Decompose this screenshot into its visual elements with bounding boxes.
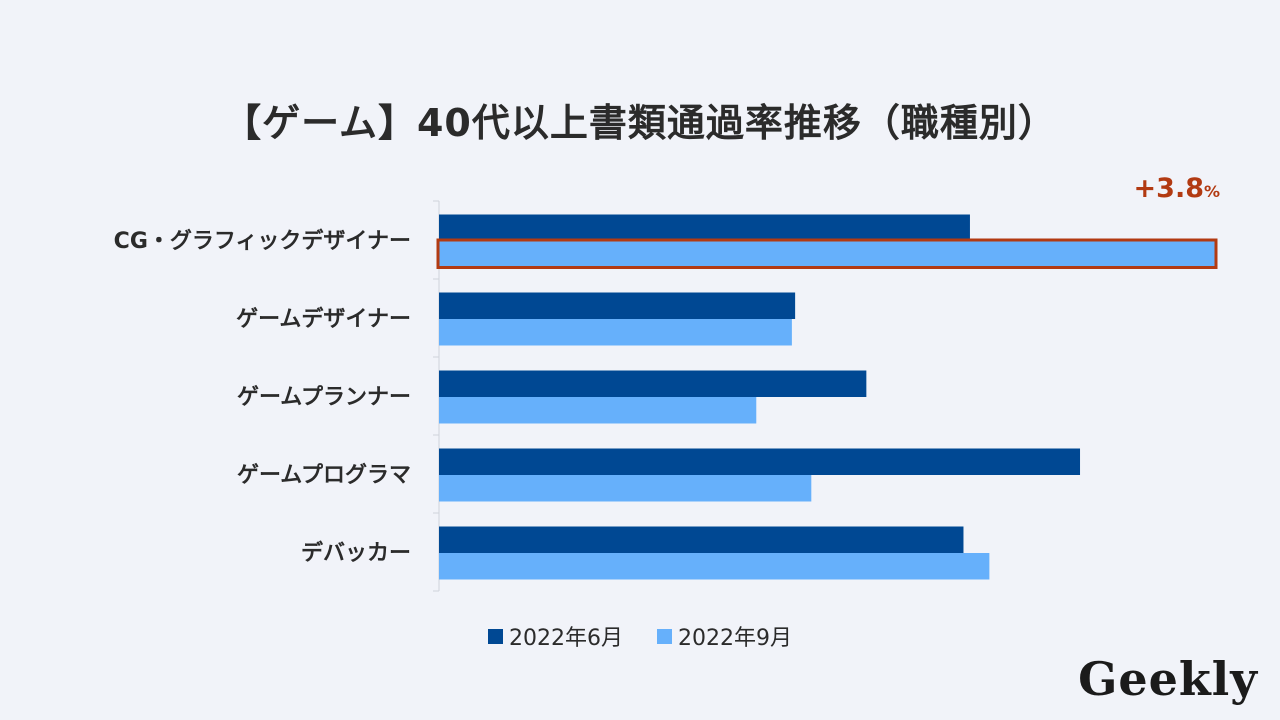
highlight-annotation-value: +3.8 xyxy=(1134,173,1204,204)
category-label: CG・グラフィックデザイナー xyxy=(114,228,411,254)
category-label: ゲームデザイナー xyxy=(236,306,411,332)
bar-0-4 xyxy=(439,526,964,553)
category-label: デバッカー xyxy=(301,540,411,566)
highlight-annotation-unit: % xyxy=(1204,182,1220,201)
bar-1-1 xyxy=(439,319,792,346)
legend-swatch-series-1 xyxy=(657,628,672,644)
category-label: ゲームプランナー xyxy=(237,385,411,410)
geekly-logo: Geekly xyxy=(1078,652,1258,706)
category-label: ゲームプログラマ xyxy=(237,462,411,488)
legend-label-series-0: 2022年6月 xyxy=(509,626,623,651)
bar-0-3 xyxy=(439,448,1081,475)
bar-1-0 xyxy=(439,241,1216,268)
bar-0-0 xyxy=(439,214,970,241)
legend-item-series-0: 2022年6月 xyxy=(488,620,623,652)
bar-1-2 xyxy=(439,397,757,424)
bar-0-1 xyxy=(439,292,796,319)
legend-label-series-1: 2022年9月 xyxy=(678,626,792,651)
chart-title: 【ゲーム】40代以上書類通過率推移（職種別） xyxy=(223,101,1057,145)
bar-1-4 xyxy=(439,553,990,580)
legend-item-series-1: 2022年9月 xyxy=(657,620,792,652)
bar-0-2 xyxy=(439,370,867,397)
highlight-box xyxy=(436,238,1218,269)
legend-swatch-series-0 xyxy=(488,628,503,644)
chart-legend: 2022年6月 2022年9月 xyxy=(0,620,1280,652)
bar-1-3 xyxy=(439,475,812,502)
